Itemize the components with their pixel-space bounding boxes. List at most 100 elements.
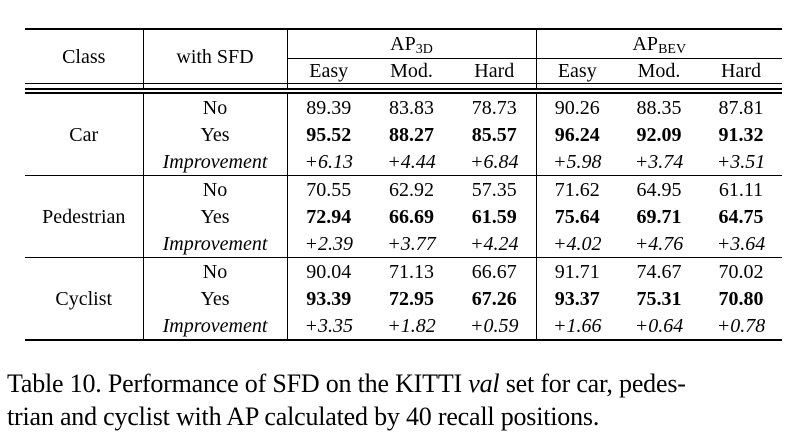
class-cell-car: Car xyxy=(25,91,144,176)
value-cell: +1.66 xyxy=(553,314,602,337)
value-cell: +3.51 xyxy=(700,148,783,176)
value-cell: +3.74 xyxy=(618,148,701,176)
value-cell: +3.77 xyxy=(370,230,453,258)
value-cell: 75.64 xyxy=(554,205,600,228)
ap3d-subscript: 3D xyxy=(415,42,433,57)
caption-line-1: Table 10. Performance of SFD on the KITT… xyxy=(7,367,806,400)
table-row: Pedestrian No 70.55 62.92 57.35 71.62 64… xyxy=(25,175,782,258)
caption-italic-val: val xyxy=(468,369,500,398)
value-cell: 64.75 xyxy=(718,205,764,228)
table-row: Car No 89.39 83.83 78.73 90.26 88.35 87.… xyxy=(25,91,782,176)
value-cell: 93.39 xyxy=(306,287,352,310)
caption-text: Table 10. Performance of SFD on the KITT… xyxy=(7,369,469,398)
header-row-groups: Class with SFD AP3D APBEV xyxy=(25,29,783,84)
value-cell: 70.55 xyxy=(306,178,352,201)
table-row: Improvement +6.13 +4.44 +6.84 +5.98 +3.7… xyxy=(25,148,783,176)
value-cell: 92.09 xyxy=(636,123,682,146)
value-cell: 88.27 xyxy=(389,123,434,146)
table-row: Yes 95.52 88.27 85.57 96.24 92.09 91.32 xyxy=(25,121,782,148)
value-cell: +6.13 xyxy=(287,148,370,176)
value-cell: +1.82 xyxy=(387,314,436,337)
divider-segment xyxy=(536,83,783,94)
value-cell: 57.35 xyxy=(453,175,537,203)
header-row-difficulty: Easy Mod. Hard Easy Mod. Hard xyxy=(25,58,783,84)
value-cell: 91.32 xyxy=(718,123,764,146)
caption-text: set for car, pedes- xyxy=(499,369,686,398)
value-cell: +3.64 xyxy=(700,230,783,258)
value-cell: 88.35 xyxy=(636,96,682,119)
apbev-subscript: BEV xyxy=(658,42,687,57)
sfd-cell: Improvement xyxy=(143,312,288,340)
value-cell: 72.94 xyxy=(306,205,352,228)
value-cell: 69.71 xyxy=(636,205,682,228)
with-sfd-header: with SFD xyxy=(143,29,288,84)
table-row: Improvement +3.35 +1.82 +0.59 +1.66 +0.6… xyxy=(25,312,782,340)
value-cell: 89.39 xyxy=(306,96,352,119)
value-cell: 83.83 xyxy=(389,96,434,119)
table-caption: Table 10. Performance of SFD on the KITT… xyxy=(7,367,806,433)
class-cell-pedestrian: Pedestrian xyxy=(25,175,144,258)
sfd-cell: Yes xyxy=(143,203,288,230)
value-cell: 67.26 xyxy=(453,285,537,312)
value-cell: +2.39 xyxy=(287,230,370,258)
value-cell: 75.31 xyxy=(636,287,682,310)
value-cell: 70.02 xyxy=(718,260,764,283)
value-cell: 64.95 xyxy=(636,178,682,201)
value-cell: +0.64 xyxy=(634,314,684,337)
ap3d-base: AP xyxy=(390,33,416,55)
apbev-header: APBEV xyxy=(536,29,783,59)
subcol-header-easy: Easy xyxy=(287,58,370,84)
value-cell: +0.78 xyxy=(716,314,766,337)
table-row: Yes 72.94 66.69 61.59 75.64 69.71 64.75 xyxy=(25,203,782,230)
value-cell: 87.81 xyxy=(718,96,764,119)
header-body-divider xyxy=(25,83,783,94)
divider-segment xyxy=(287,83,537,94)
value-cell: 61.11 xyxy=(718,178,764,201)
value-cell: +4.24 xyxy=(453,230,537,258)
subcol-header-easy: Easy xyxy=(536,58,619,84)
apbev-base: AP xyxy=(632,33,659,55)
value-cell: 91.71 xyxy=(554,260,600,283)
value-cell: +4.76 xyxy=(618,230,701,258)
divider-segment xyxy=(143,83,288,94)
value-cell: 93.37 xyxy=(554,287,600,310)
value-cell: 71.62 xyxy=(554,178,600,201)
ap3d-header: AP3D xyxy=(287,29,537,59)
table-row: Yes 93.39 72.95 67.26 93.37 75.31 70.80 xyxy=(25,285,782,312)
sfd-cell: No xyxy=(143,175,288,203)
value-cell: 66.69 xyxy=(389,205,434,228)
sfd-cell: Improvement xyxy=(143,148,288,176)
value-cell: +5.98 xyxy=(536,148,619,176)
value-cell: +3.35 xyxy=(304,314,354,337)
sfd-cell: Improvement xyxy=(143,230,288,258)
sfd-cell: No xyxy=(143,257,288,285)
value-cell: 66.67 xyxy=(453,257,537,285)
value-cell: 90.26 xyxy=(554,96,600,119)
value-cell: 95.52 xyxy=(306,123,352,146)
table-row: Cyclist No 90.04 71.13 66.67 91.71 74.67… xyxy=(25,257,782,340)
value-cell: 72.95 xyxy=(389,287,434,310)
class-header: Class xyxy=(25,29,144,84)
value-cell: +4.44 xyxy=(370,148,453,176)
class-cell-cyclist: Cyclist xyxy=(25,257,144,340)
sfd-cell: No xyxy=(143,91,288,121)
sfd-cell: Yes xyxy=(143,285,288,312)
value-cell: 90.04 xyxy=(306,260,352,283)
value-cell: +4.02 xyxy=(536,230,619,258)
value-cell: 74.67 xyxy=(636,260,682,283)
caption-text: trian and cyclist with AP calculated by … xyxy=(7,402,600,432)
divider-segment xyxy=(25,83,144,94)
value-cell: 71.13 xyxy=(389,260,434,283)
value-cell: +0.59 xyxy=(453,312,537,340)
subcol-header-mod: Mod. xyxy=(370,58,453,84)
subcol-header-mod: Mod. xyxy=(618,58,701,84)
value-cell: +6.84 xyxy=(453,148,537,176)
value-cell: 78.73 xyxy=(453,91,537,121)
subcol-header-hard: Hard xyxy=(700,58,783,84)
value-cell: 70.80 xyxy=(718,287,764,310)
results-table: Class with SFD AP3D APBEV Easy Mod. Hard… xyxy=(25,28,783,341)
value-cell: 96.24 xyxy=(554,123,600,146)
value-cell: 62.92 xyxy=(389,178,434,201)
caption-line-2: trian and cyclist with AP calculated by … xyxy=(7,400,806,433)
sfd-cell: Yes xyxy=(143,121,288,148)
